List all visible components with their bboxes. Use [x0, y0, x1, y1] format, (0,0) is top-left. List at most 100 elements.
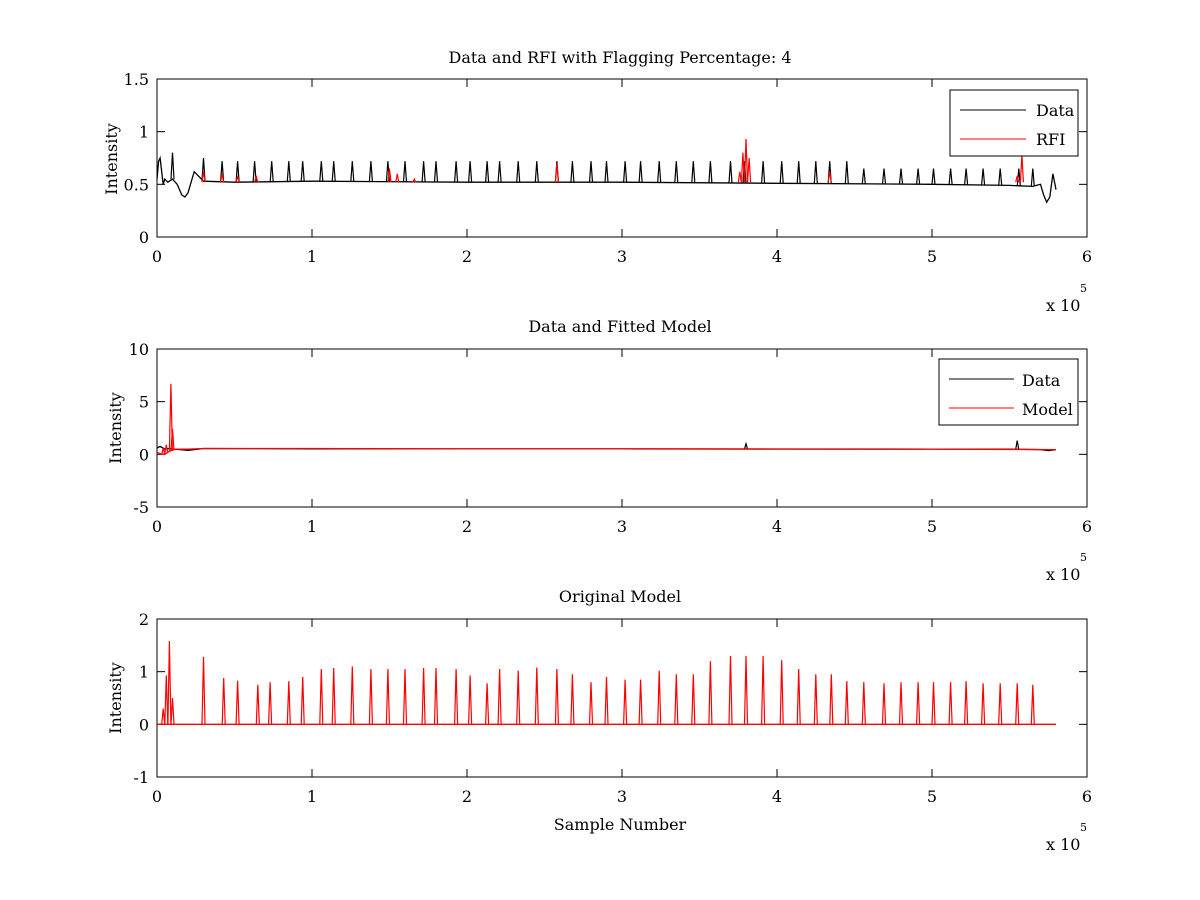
- bottom-series-model-spike: [421, 667, 426, 725]
- top-series-data-spike: [588, 161, 594, 183]
- middle-series-model-spike: [161, 447, 166, 455]
- bottom-series-model-spike: [761, 655, 766, 725]
- top-series-data-spike: [368, 161, 373, 182]
- bottom-series-model-spike: [433, 667, 439, 725]
- bottom-series-model-spike: [164, 675, 169, 725]
- panel-top-legend: Data RFI: [949, 89, 1079, 157]
- top-series-data-spike: [235, 161, 240, 183]
- middle-xtick-label: 5: [927, 517, 937, 536]
- panel-middle-ylabel: Intensity: [106, 392, 125, 464]
- bottom-series-model-spike: [981, 683, 986, 725]
- top-series-data-spike: [898, 168, 904, 185]
- top-series-rfi-spike: [737, 171, 742, 183]
- panel-middle-legend: Data Model: [938, 358, 1079, 426]
- top-series-data-spike: [252, 161, 257, 183]
- bottom-series-model-spike: [1015, 683, 1020, 725]
- panel-middle-exponent-power: 5: [1080, 551, 1087, 564]
- top-series-data-spike: [657, 161, 662, 183]
- panel-top-title: Data and RFI with Flagging Percentage: 4: [448, 48, 791, 67]
- bottom-ytick-label: 0: [139, 715, 149, 734]
- panel-middle-title: Data and Fitted Model: [528, 317, 711, 336]
- panel-top-legend-data: Data: [1036, 101, 1075, 120]
- bottom-axes-frame: [156, 618, 1088, 778]
- bottom-series-model-spike: [881, 683, 887, 725]
- top-series-data-spike: [421, 161, 426, 182]
- panel-top-exponent-power: 5: [1080, 282, 1087, 295]
- top-series-data-spike: [881, 168, 887, 185]
- bottom-series-model-spike: [368, 668, 373, 725]
- panel-middle-exponent-base: x 10: [1046, 565, 1080, 584]
- bottom-series-model-spike: [570, 674, 575, 725]
- bottom-xtick-label: 2: [462, 787, 472, 806]
- panel-bottom-title: Original Model: [559, 587, 681, 606]
- bottom-series-model-spike: [350, 666, 355, 725]
- bottom-series-model-spike: [998, 683, 1003, 725]
- bottom-xtick-label: 0: [152, 787, 162, 806]
- top-series-data-spike: [674, 161, 679, 183]
- middle-series-data-spike: [1015, 440, 1020, 450]
- top-series-data-line: [156, 155, 1057, 204]
- middle-series-model-line: [156, 447, 1057, 455]
- top-series-data-spike: [269, 161, 274, 182]
- top-series-data-spike: [638, 161, 643, 183]
- top-series-data-spike: [485, 161, 490, 183]
- top-series-data-spike: [623, 161, 628, 183]
- bottom-series-model-spike: [319, 668, 324, 725]
- bottom-series-model-spike: [623, 679, 628, 725]
- bottom-series-model-spike: [402, 668, 408, 725]
- bottom-series-model-spike: [167, 641, 172, 725]
- bottom-series-model-spike: [255, 684, 260, 725]
- bottom-series-model-spike: [964, 681, 969, 725]
- top-series-data-spike: [331, 161, 336, 182]
- bottom-xtick-label: 3: [617, 787, 627, 806]
- bottom-series-model-spike: [674, 674, 679, 725]
- top-series-rfi-spike: [747, 157, 752, 183]
- bottom-series-model-spike: [779, 660, 784, 725]
- top-series-data-spike: [468, 161, 473, 183]
- panel-top-ylabel: Intensity: [102, 123, 121, 195]
- panel-middle-legend-box: [938, 358, 1079, 426]
- top-series-data-spike: [844, 161, 849, 184]
- top-xtick-label: 4: [772, 247, 782, 266]
- top-series-data-spike: [433, 161, 439, 183]
- panel-top: Data and RFI with Flagging Percentage: 4…: [102, 48, 1092, 315]
- bottom-series-model-spike: [657, 670, 662, 725]
- bottom-series-model-spike: [1030, 684, 1035, 725]
- top-series-data-spike: [861, 168, 866, 184]
- middle-axes-frame: [156, 348, 1088, 508]
- middle-ytick-label: 10: [129, 340, 149, 359]
- bottom-series-model-spike: [829, 674, 834, 725]
- bottom-series-model-spike: [331, 667, 336, 725]
- panel-top-legend-rfi: RFI: [1036, 130, 1065, 149]
- bottom-series-model-spike: [638, 679, 643, 725]
- panel-top-x-exponent: x 10 5: [1046, 282, 1087, 315]
- bottom-series-model-spike: [844, 681, 849, 725]
- middle-xtick-label: 4: [772, 517, 782, 536]
- top-series-rfi-spike: [412, 177, 417, 183]
- top-series-data-spike: [948, 168, 953, 185]
- bottom-series-model-spike: [286, 681, 291, 725]
- top-series-data-spike: [319, 161, 324, 182]
- panel-bottom-exponent-power: 5: [1080, 821, 1087, 834]
- bottom-series-model-spike: [588, 682, 594, 725]
- panel-middle-legend-data: Data: [1022, 371, 1061, 390]
- top-series-data-spike: [931, 168, 936, 185]
- bottom-xtick-label: 5: [927, 787, 937, 806]
- top-series-rfi-spike: [235, 175, 240, 183]
- bottom-series-model-spike: [931, 682, 936, 725]
- top-series-data-spike: [497, 161, 502, 183]
- bottom-xtick-label: 6: [1082, 787, 1092, 806]
- top-series-data-spike: [201, 157, 206, 182]
- top-series-data-spike: [779, 161, 784, 184]
- bottom-ytick-label: -1: [133, 768, 149, 787]
- top-axes-frame: [156, 78, 1088, 238]
- panel-top-plot: 0 1 2 3 4 5 6 0 0.5 1 1.5: [124, 70, 1093, 266]
- bottom-series-model-spike: [796, 668, 801, 725]
- bottom-series-model-spike: [201, 656, 206, 725]
- bottom-series-model-spike: [534, 667, 539, 725]
- top-series-data-spike: [728, 161, 733, 184]
- top-series-rfi-spike: [220, 173, 225, 183]
- middle-xtick-label: 2: [462, 517, 472, 536]
- top-series-data-spike: [516, 161, 521, 183]
